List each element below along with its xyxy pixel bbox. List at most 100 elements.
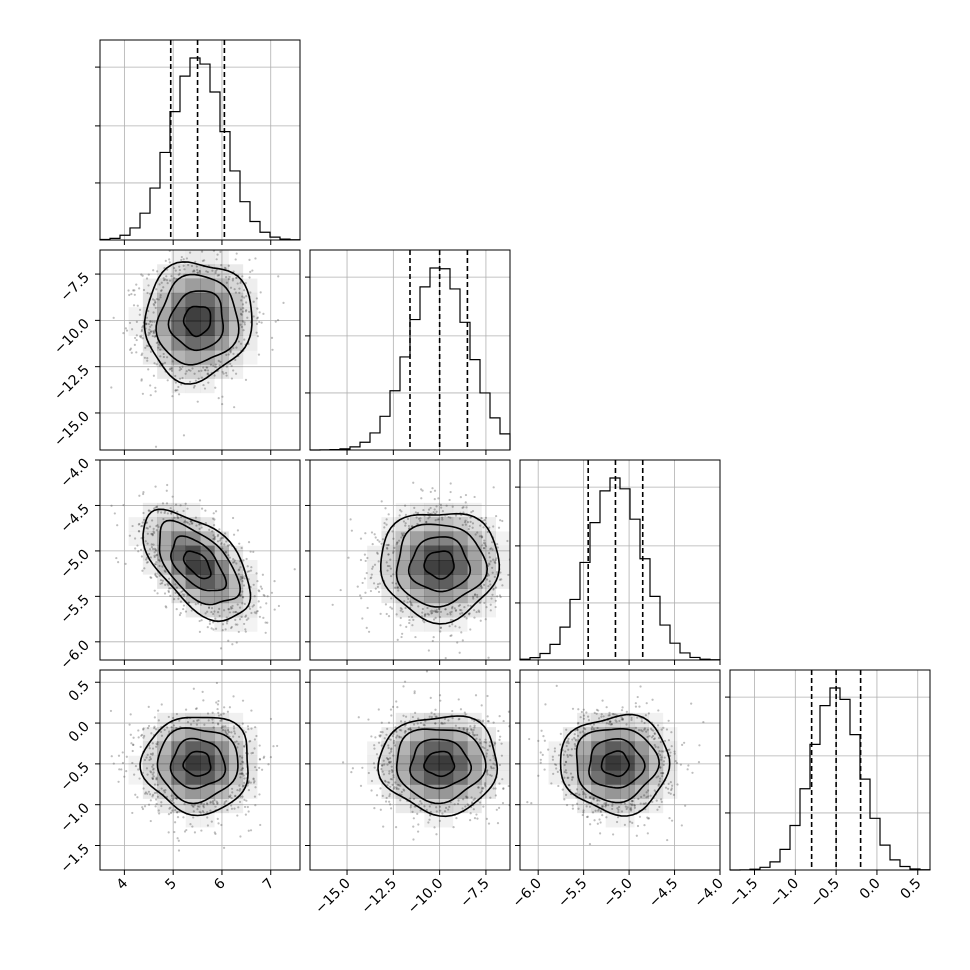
scatter-point bbox=[158, 812, 161, 815]
scatter-point bbox=[140, 537, 143, 540]
scatter-point bbox=[240, 546, 243, 550]
scatter-point bbox=[160, 582, 164, 585]
scatter-point bbox=[644, 714, 647, 717]
scatter-point bbox=[214, 271, 217, 275]
scatter-point bbox=[570, 754, 573, 757]
scatter-point bbox=[247, 781, 250, 784]
scatter-point bbox=[156, 524, 159, 527]
scatter-point bbox=[643, 794, 646, 797]
scatter-point bbox=[490, 774, 493, 777]
density-cell bbox=[467, 741, 482, 757]
scatter-point bbox=[190, 522, 193, 525]
scatter-point bbox=[173, 276, 176, 280]
scatter-point bbox=[575, 792, 578, 795]
density-cell bbox=[185, 335, 201, 351]
scatter-point bbox=[382, 773, 386, 776]
density-cell bbox=[228, 278, 244, 294]
scatter-point bbox=[217, 723, 220, 726]
scatter-point bbox=[458, 726, 461, 730]
density-cell bbox=[185, 502, 201, 518]
scatter-point bbox=[646, 816, 649, 819]
scatter-point bbox=[216, 611, 220, 614]
scatter-point bbox=[153, 791, 156, 795]
scatter-point bbox=[434, 610, 438, 613]
density-cell bbox=[200, 574, 215, 589]
scatter-point bbox=[255, 331, 258, 334]
scatter-point bbox=[446, 613, 449, 616]
scatter-point bbox=[550, 782, 553, 785]
scatter-point bbox=[231, 606, 234, 610]
density-cell bbox=[171, 250, 187, 265]
scatter-point bbox=[154, 506, 157, 509]
scatter-point bbox=[241, 699, 245, 702]
scatter-point bbox=[651, 800, 654, 803]
scatter-point bbox=[392, 741, 395, 745]
scatter-point bbox=[167, 587, 171, 590]
scatter-point bbox=[602, 805, 605, 808]
scatter-point bbox=[617, 808, 620, 811]
scatter-point bbox=[211, 721, 214, 724]
scatter-point bbox=[220, 726, 223, 729]
scatter-point bbox=[224, 628, 227, 631]
scatter-point bbox=[265, 602, 268, 605]
scatter-point bbox=[153, 589, 156, 592]
scatter-point bbox=[137, 736, 140, 739]
scatter-point bbox=[575, 739, 578, 742]
scatter-point bbox=[166, 726, 169, 729]
axes-frame bbox=[99, 669, 301, 871]
scatter-point bbox=[610, 723, 613, 726]
scatter-point bbox=[253, 795, 257, 798]
scatter-point bbox=[656, 808, 659, 811]
x-tick-label: −6.0 bbox=[510, 876, 545, 911]
histogram-step bbox=[99, 57, 301, 241]
scatter-point bbox=[145, 561, 149, 564]
scatter-point bbox=[174, 591, 177, 594]
scatter-point bbox=[438, 607, 441, 610]
scatter-point bbox=[241, 602, 244, 605]
scatter-point bbox=[404, 606, 407, 610]
scatter-point bbox=[241, 722, 244, 725]
contour-line bbox=[407, 536, 472, 593]
scatter-point bbox=[239, 578, 242, 581]
scatter-point bbox=[383, 779, 387, 782]
scatter-point bbox=[454, 609, 457, 612]
scatter-point bbox=[539, 758, 542, 761]
scatter-point bbox=[170, 275, 173, 278]
scatter-point bbox=[238, 568, 241, 571]
scatter-point bbox=[206, 372, 209, 376]
scatter-point bbox=[164, 259, 167, 262]
scatter-point bbox=[430, 609, 433, 612]
scatter-point bbox=[184, 708, 188, 711]
scatter-point bbox=[198, 619, 201, 623]
scatter-point bbox=[629, 820, 632, 823]
scatter-point bbox=[228, 275, 231, 278]
scatter-point bbox=[579, 731, 582, 734]
y-tick-label: −15.0 bbox=[51, 408, 93, 450]
scatter-point bbox=[484, 545, 488, 548]
scatter-point bbox=[152, 527, 155, 530]
density-cell bbox=[591, 798, 607, 814]
density-cell bbox=[648, 712, 664, 728]
scatter-point bbox=[234, 291, 237, 294]
scatter-point bbox=[657, 736, 661, 740]
scatter-point bbox=[153, 725, 156, 728]
scatter-point bbox=[373, 766, 376, 769]
density-cell bbox=[605, 812, 621, 828]
scatter-point bbox=[564, 769, 567, 772]
scatter-point bbox=[262, 756, 265, 760]
scatter-point bbox=[398, 514, 401, 517]
scatter-point bbox=[230, 348, 233, 351]
scatter-point bbox=[132, 736, 135, 739]
scatter-point bbox=[152, 330, 156, 334]
scatter-point bbox=[444, 656, 447, 660]
density-cell bbox=[481, 770, 497, 785]
scatter-point bbox=[152, 530, 155, 533]
scatter-point bbox=[109, 709, 113, 713]
scatter-point bbox=[573, 733, 576, 736]
scatter-point bbox=[616, 807, 619, 810]
scatter-point bbox=[239, 323, 242, 326]
scatter-point bbox=[457, 604, 460, 608]
density-cell bbox=[381, 770, 397, 785]
density-cell bbox=[200, 378, 215, 394]
scatter-point bbox=[224, 275, 228, 279]
